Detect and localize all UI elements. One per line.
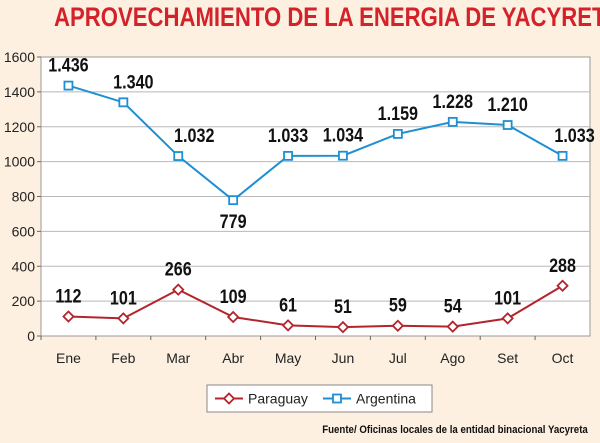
y-tick-label: 1000 xyxy=(4,154,35,170)
paraguay-point xyxy=(117,312,130,325)
argentina-data-label: 1.436 xyxy=(48,54,89,76)
argentina-data-label: 1.033 xyxy=(268,125,309,147)
x-tick-label: Ene xyxy=(56,350,81,366)
y-tick-label: 800 xyxy=(12,189,36,205)
argentina-data-label: 1.228 xyxy=(433,91,474,113)
argentina-data-label: 1.210 xyxy=(487,94,528,116)
paraguay-point xyxy=(391,319,405,332)
argentina-point xyxy=(173,151,184,161)
paraguay-data-label: 266 xyxy=(165,258,192,280)
paraguay-legend-label: Paraguay xyxy=(248,391,308,407)
argentina-data-label: 779 xyxy=(220,211,247,233)
y-tick-label: 1600 xyxy=(4,49,35,65)
x-tick-label: Set xyxy=(497,350,518,366)
argentina-point xyxy=(118,97,129,108)
argentina-data-label: 1.033 xyxy=(554,125,595,147)
argentina-legend-marker xyxy=(332,393,342,404)
paraguay-data-label: 288 xyxy=(549,255,576,277)
x-tick-label: Abr xyxy=(222,350,244,366)
y-tick-label: 200 xyxy=(12,293,36,309)
x-tick-label: Feb xyxy=(111,350,135,366)
argentina-point xyxy=(557,150,568,161)
paraguay-data-label: 61 xyxy=(279,294,297,316)
x-tick-label: Jul xyxy=(389,350,407,366)
argentina-point xyxy=(502,120,513,130)
argentina-point xyxy=(228,195,239,206)
paraguay-point xyxy=(281,319,295,332)
paraguay-point xyxy=(171,283,185,296)
y-tick-label: 1200 xyxy=(4,119,35,135)
y-tick-label: 400 xyxy=(12,258,36,274)
x-tick-label: Mar xyxy=(166,350,190,366)
x-tick-label: Jun xyxy=(332,350,355,366)
paraguay-data-label: 51 xyxy=(334,296,352,318)
paraguay-point xyxy=(62,310,75,323)
y-tick-label: 0 xyxy=(27,328,35,344)
paraguay-data-label: 59 xyxy=(389,294,407,316)
x-tick-label: Ago xyxy=(440,350,465,366)
paraguay-line xyxy=(68,284,564,329)
paraguay-point xyxy=(501,312,514,325)
argentina-line xyxy=(68,84,564,202)
paraguay-legend-marker xyxy=(222,392,236,405)
y-tick-label: 600 xyxy=(12,223,36,239)
argentina-data-label: 1.032 xyxy=(174,125,215,147)
paraguay-point xyxy=(446,320,460,333)
y-tick-label: 1400 xyxy=(4,84,35,100)
argentina-point xyxy=(392,128,403,139)
paraguay-data-label: 101 xyxy=(494,287,521,309)
argentina-legend-label: Argentina xyxy=(356,391,416,407)
paraguay-point xyxy=(226,310,240,324)
argentina-point xyxy=(283,150,293,161)
x-tick-label: Oct xyxy=(552,350,574,366)
paraguay-data-label: 109 xyxy=(220,286,247,308)
legend xyxy=(206,384,433,413)
argentina-data-label: 1.340 xyxy=(113,71,154,93)
paraguay-data-label: 101 xyxy=(110,287,137,309)
argentina-point xyxy=(63,80,74,91)
paraguay-data-label: 112 xyxy=(55,285,81,307)
paraguay-point xyxy=(556,279,569,293)
x-tick-label: May xyxy=(275,350,301,366)
paraguay-data-label: 54 xyxy=(444,295,462,317)
paraguay-point xyxy=(336,320,350,334)
argentina-point xyxy=(338,150,348,161)
argentina-point xyxy=(447,116,458,127)
chart-title: APROVECHAMIENTO DE LA ENERGIA DE YACYRET… xyxy=(54,2,600,32)
argentina-data-label: 1.159 xyxy=(378,103,419,125)
source-note: Fuente/ Oficinas locales de la entidad b… xyxy=(322,424,588,436)
argentina-data-label: 1.034 xyxy=(323,124,364,146)
